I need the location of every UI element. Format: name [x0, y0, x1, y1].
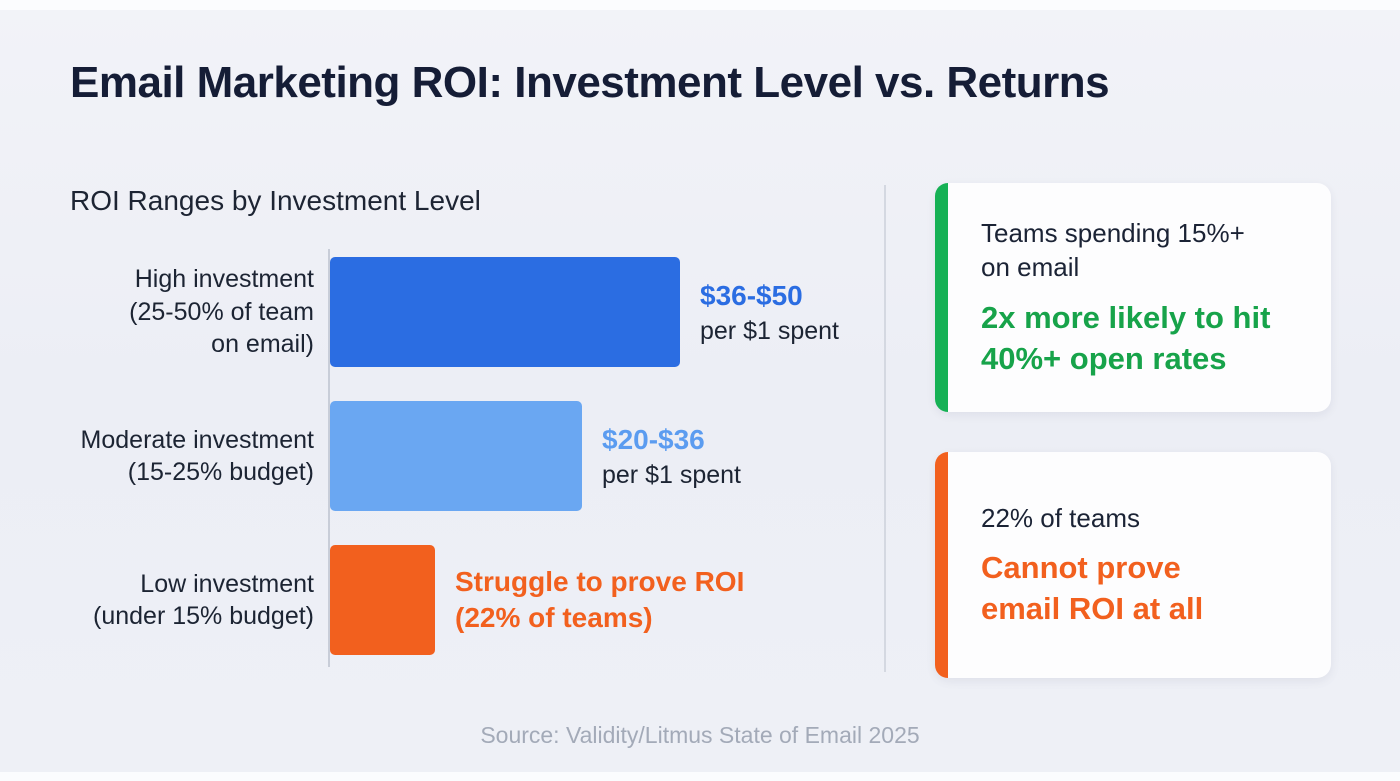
category-label-high-investment: High investment (25-50% of team on email… — [129, 265, 314, 359]
chart-title: ROI Ranges by Investment Level — [70, 185, 481, 216]
category-label-moderate-investment: Moderate investment (15-25% budget) — [80, 425, 314, 487]
card-highlight: 2x more likely to hit 40%+ open rates — [981, 299, 1271, 376]
chart-row: High investment (25-50% of team on email… — [70, 257, 870, 367]
value-sublabel-moderate-investment: per $1 spent — [602, 460, 741, 489]
roi-bar-chart: ROI Ranges by Investment Level High inve… — [70, 185, 870, 667]
value-label-low-investment: Struggle to prove ROI (22% of teams) — [455, 566, 745, 633]
y-axis-line — [328, 249, 330, 667]
bar-area: Struggle to prove ROI (22% of teams) — [330, 545, 744, 655]
source-note: Source: Validity/Litmus State of Email 2… — [480, 722, 920, 748]
value-label-group: $20-$36 per $1 spent — [602, 422, 741, 490]
card-accent-bar — [935, 452, 948, 678]
value-label-group: $36-$50 per $1 spent — [700, 278, 839, 346]
value-sublabel-high-investment: per $1 spent — [700, 316, 839, 345]
chart-row: Low investment (under 15% budget) Strugg… — [70, 545, 870, 655]
bottom-edge-strip — [0, 772, 1400, 781]
card-lead: 22% of teams — [981, 502, 1140, 533]
card-lead: Teams spending 15%+ on email — [981, 217, 1245, 283]
bar-area: $20-$36 per $1 spent — [330, 401, 741, 511]
category-label-low-investment: Low investment (under 15% budget) — [93, 569, 314, 631]
value-label-high-investment: $36-$50 — [700, 280, 803, 312]
chart-plot-area: High investment (25-50% of team on email… — [70, 249, 870, 667]
card-highlight: Cannot prove email ROI at all — [981, 549, 1204, 627]
insight-cards: Teams spending 15%+ on email 2x more lik… — [935, 183, 1331, 678]
value-label-moderate-investment: $20-$36 — [602, 424, 705, 456]
card-accent-bar — [935, 183, 948, 412]
bar-high-investment — [330, 257, 680, 367]
bar-area: $36-$50 per $1 spent — [330, 257, 839, 367]
page-title: Email Marketing ROI: Investment Level vs… — [70, 58, 1110, 107]
bar-low-investment — [330, 545, 435, 655]
insight-card-open-rates: Teams spending 15%+ on email 2x more lik… — [935, 183, 1331, 412]
chart-row: Moderate investment (15-25% budget) $20-… — [70, 401, 870, 511]
insight-card-cannot-prove-roi: 22% of teams Cannot prove email ROI at a… — [935, 452, 1331, 678]
value-label-group: Struggle to prove ROI (22% of teams) — [455, 564, 744, 636]
vertical-divider — [884, 185, 886, 672]
bar-moderate-investment — [330, 401, 582, 511]
top-edge-strip — [0, 0, 1400, 10]
